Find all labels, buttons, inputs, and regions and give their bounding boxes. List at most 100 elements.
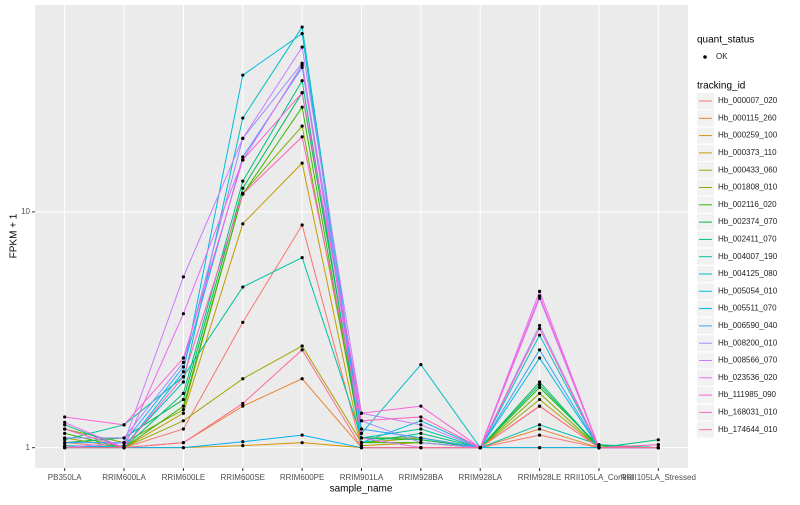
data-point: [419, 363, 423, 367]
data-point: [359, 427, 364, 431]
data-point: [300, 63, 304, 67]
data-point: [241, 155, 245, 159]
legend-label: Hb_000433_060: [718, 165, 778, 174]
data-point: [656, 446, 660, 450]
x-tick-label: RRIM928BA: [399, 473, 444, 482]
x-tick-label: RRIM901LA: [340, 473, 384, 482]
data-point: [537, 333, 542, 337]
data-point: [419, 404, 423, 408]
legend-label: Hb_023536_020: [718, 373, 778, 382]
data-point: [300, 223, 304, 227]
data-point: [537, 356, 542, 360]
data-point: [241, 158, 245, 162]
data-point: [300, 124, 304, 128]
data-point: [537, 423, 542, 427]
legend-label: OK: [716, 52, 728, 61]
data-point: [300, 377, 304, 381]
x-tick-label: RRIM928LE: [518, 473, 562, 482]
legend-point: [703, 55, 707, 59]
legend-label: Hb_004007_190: [718, 252, 778, 261]
data-point: [181, 397, 186, 402]
data-point: [122, 446, 126, 450]
data-point: [300, 65, 304, 69]
data-point: [241, 320, 245, 324]
data-point: [300, 161, 304, 165]
data-point: [419, 419, 423, 423]
data-point: [359, 431, 364, 435]
data-point: [597, 446, 601, 450]
data-point: [241, 186, 245, 190]
x-tick-label: RRIM600LE: [162, 473, 206, 482]
data-point: [241, 285, 245, 289]
data-point: [359, 419, 364, 423]
data-point: [63, 420, 67, 424]
data-point: [537, 427, 542, 431]
data-point: [241, 444, 245, 448]
data-point: [419, 415, 423, 419]
data-point: [241, 179, 245, 183]
x-axis-title: sample_name: [330, 484, 393, 495]
x-tick-label: RRII105LA_Control: [564, 473, 634, 482]
data-point: [478, 446, 482, 450]
data-point: [181, 356, 186, 360]
x-tick-label: RRIM600PE: [280, 473, 324, 482]
y-tick-label: 1: [26, 443, 31, 452]
data-point: [537, 289, 542, 294]
legend-label: Hb_111985_090: [718, 390, 777, 399]
data-point: [359, 411, 364, 415]
x-tick-label: PB350LA: [48, 473, 82, 482]
data-point: [241, 192, 245, 196]
legend-label: Hb_008566_070: [718, 356, 778, 365]
data-point: [300, 348, 304, 352]
data-point: [122, 441, 126, 445]
data-point: [63, 446, 67, 450]
data-point: [63, 441, 67, 445]
data-point: [181, 380, 186, 384]
data-point: [181, 312, 186, 316]
data-point: [537, 404, 542, 408]
data-point: [597, 443, 601, 447]
legend-label: Hb_006590_040: [718, 321, 778, 330]
data-point: [300, 45, 304, 49]
legend-title: tracking_id: [697, 81, 745, 92]
data-point: [359, 446, 364, 450]
legend-label: Hb_005054_010: [718, 286, 778, 295]
data-point: [537, 380, 542, 384]
data-point: [359, 436, 364, 440]
y-axis-title: FPKM + 1: [9, 213, 20, 258]
x-tick-label: RRIM928LA: [458, 473, 502, 482]
data-point: [241, 222, 245, 226]
data-point: [419, 427, 423, 431]
data-point: [181, 370, 186, 374]
legend-label: Hb_002116_020: [718, 200, 777, 209]
data-point: [656, 443, 660, 447]
legend-label: Hb_174644_010: [718, 425, 778, 434]
data-point: [537, 385, 542, 390]
legend-label: Hb_000373_110: [718, 148, 777, 157]
x-tick-label: RRII105LA_Stressed: [621, 473, 696, 482]
data-point: [537, 446, 542, 450]
data-point: [419, 441, 423, 445]
data-point: [241, 73, 245, 77]
data-point: [537, 433, 542, 437]
legend-label: Hb_000115_260: [718, 113, 777, 122]
data-point: [181, 375, 186, 379]
data-point: [419, 423, 423, 427]
data-point: [537, 326, 542, 331]
data-point: [419, 431, 423, 435]
data-point: [122, 423, 126, 427]
data-point: [63, 415, 67, 419]
legend-label: Hb_004125_080: [718, 269, 778, 278]
data-point: [181, 419, 186, 423]
data-point: [300, 255, 304, 260]
data-point: [241, 136, 245, 140]
data-point: [300, 441, 304, 445]
data-point: [241, 116, 245, 120]
data-point: [300, 79, 304, 83]
data-point: [63, 423, 67, 427]
data-point: [181, 408, 186, 412]
data-point: [419, 436, 423, 440]
data-point: [537, 323, 542, 328]
data-point: [537, 348, 542, 352]
